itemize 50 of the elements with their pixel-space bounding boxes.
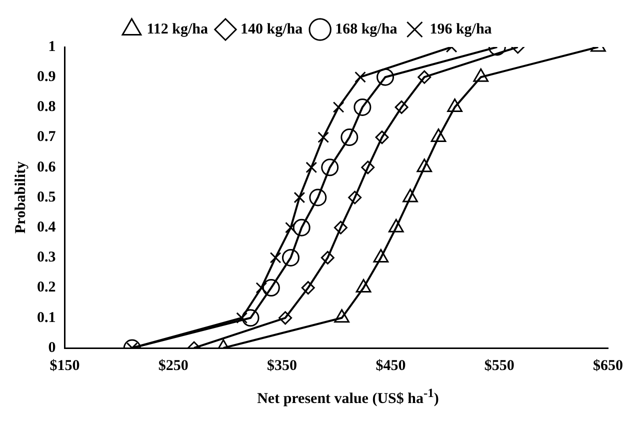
point xyxy=(294,192,306,204)
point xyxy=(376,68,394,86)
point xyxy=(301,281,315,295)
point xyxy=(340,128,358,146)
point xyxy=(375,130,389,144)
point xyxy=(334,220,348,234)
y-tick-label: 0.8 xyxy=(37,99,56,116)
x-axis-title: Net present value (US$ ha$^{-1}$) xyxy=(256,386,440,408)
point xyxy=(321,158,339,176)
legend-label: 196 kg/ha xyxy=(430,21,492,38)
y-tick-label: 0.2 xyxy=(37,280,56,296)
y-axis-title: Probability xyxy=(12,160,29,234)
point xyxy=(394,100,408,114)
x-tick-label: $250 xyxy=(158,358,188,374)
point xyxy=(348,190,362,204)
point xyxy=(361,160,375,174)
point xyxy=(256,282,268,294)
x-tick-label: $350 xyxy=(267,358,298,374)
y-tick-label: 0.3 xyxy=(37,250,56,266)
y-tick-label: 0.4 xyxy=(37,219,56,236)
y-tick-label: 1 xyxy=(48,38,56,55)
x-tick-label: $450 xyxy=(376,358,406,374)
point xyxy=(309,188,327,206)
point xyxy=(318,132,330,143)
point xyxy=(270,252,282,264)
legend-label: 112 kg/ha xyxy=(146,21,208,38)
point xyxy=(285,222,296,234)
y-tick-label: 0.6 xyxy=(37,159,56,176)
point xyxy=(292,218,310,236)
point xyxy=(320,250,334,264)
x-tick-label: $650 xyxy=(593,358,623,374)
y-tick-label: 0.1 xyxy=(37,310,56,326)
y-tick-label: 0.7 xyxy=(37,129,56,146)
y-tick-label: 0 xyxy=(48,340,56,356)
point xyxy=(306,162,318,174)
point xyxy=(242,309,260,327)
point xyxy=(332,102,344,113)
legend-label: 140 kg/ha xyxy=(240,21,304,38)
x-tick-label: $550 xyxy=(484,358,514,374)
point xyxy=(354,71,366,83)
point xyxy=(282,248,300,266)
point xyxy=(354,98,372,116)
y-tick-label: 0.9 xyxy=(37,68,56,85)
point xyxy=(278,311,292,325)
point xyxy=(418,70,432,84)
x-tick-label: $150 xyxy=(50,358,80,374)
point xyxy=(262,279,280,297)
y-tick-label: 0.5 xyxy=(37,189,56,206)
point xyxy=(236,312,248,324)
legend-label: 168 kg/ha xyxy=(335,21,398,38)
